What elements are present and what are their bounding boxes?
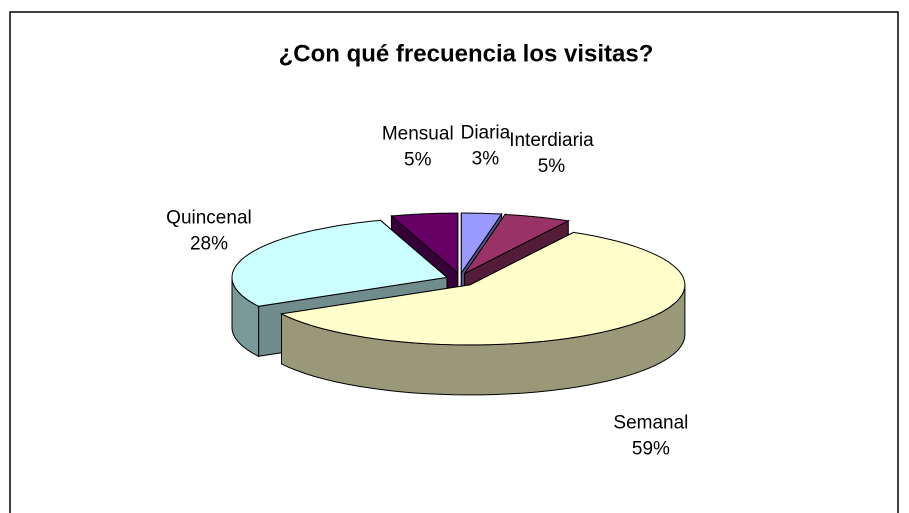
slice bbox=[279, 231, 686, 346]
slice bbox=[464, 214, 571, 274]
slice bbox=[231, 219, 449, 307]
slice-label: Semanal bbox=[613, 412, 688, 433]
chart-title: ¿Con qué frecuencia los visitas? bbox=[279, 40, 654, 67]
slice-value-label: 59% bbox=[632, 438, 670, 459]
slice-value-label: 5% bbox=[538, 156, 566, 177]
slice bbox=[460, 212, 503, 275]
slice-value-label: 3% bbox=[472, 149, 500, 170]
slice bbox=[390, 212, 459, 275]
slice-label: Diaria bbox=[461, 123, 511, 144]
slice-label: Mensual bbox=[382, 124, 454, 145]
slice-value-label: 28% bbox=[190, 233, 228, 254]
slice-label: Interdiaria bbox=[509, 130, 594, 151]
slice-label: Quincenal bbox=[166, 207, 252, 228]
slice-value-label: 5% bbox=[404, 150, 432, 171]
